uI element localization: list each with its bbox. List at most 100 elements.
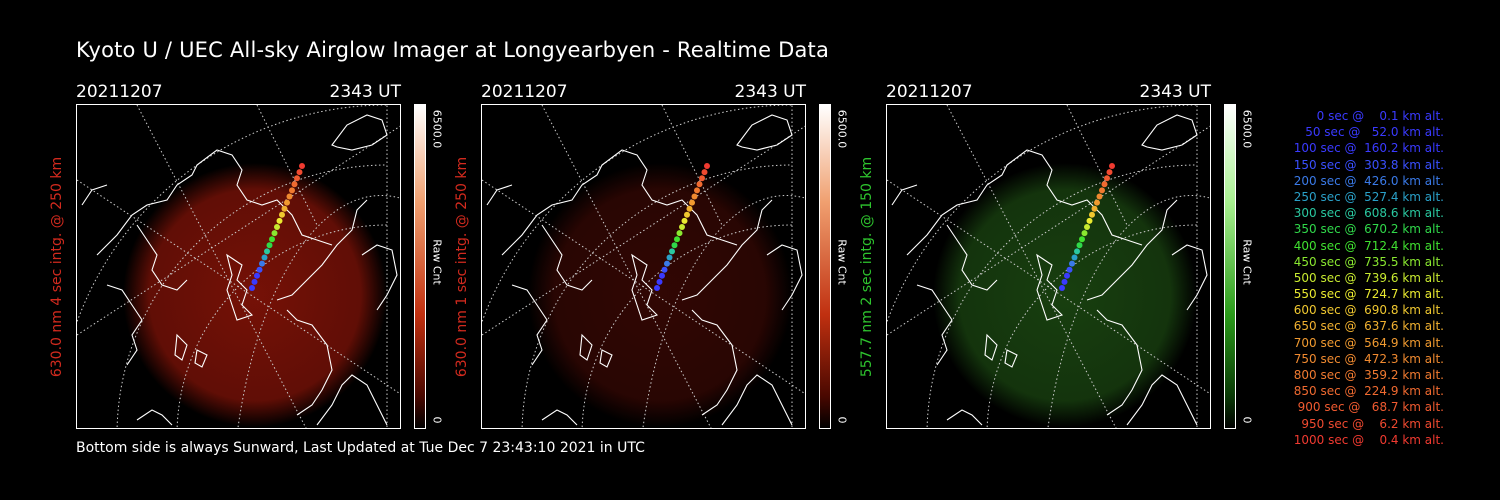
coastline bbox=[721, 374, 793, 426]
coastline bbox=[361, 244, 398, 311]
coastline bbox=[1086, 199, 1178, 301]
trajectory-point bbox=[266, 242, 273, 249]
legend-entry: 550 sec @ 724.7 km alt. bbox=[1289, 287, 1444, 302]
legend-entry: 1000 sec @ 0.4 km alt. bbox=[1293, 432, 1444, 447]
graticule-line bbox=[1047, 195, 1210, 428]
legend-entry: 50 sec @ 52.0 km alt. bbox=[1297, 125, 1444, 140]
graticule-line bbox=[541, 105, 712, 428]
graticule-line bbox=[887, 125, 1210, 336]
coastline bbox=[541, 409, 578, 426]
panel-date: 20211207 bbox=[481, 82, 568, 102]
page-title: Kyoto U / UEC All-sky Airglow Imager at … bbox=[76, 38, 830, 62]
trajectory-point bbox=[666, 254, 673, 261]
panel-date: 20211207 bbox=[76, 82, 163, 102]
colorbar-unit-label: Raw Cnt bbox=[1240, 239, 1254, 285]
trajectory-point bbox=[254, 272, 260, 279]
trajectory-point bbox=[269, 236, 275, 243]
airglow-image bbox=[933, 163, 1197, 427]
trajectory-point bbox=[661, 266, 668, 273]
coastline bbox=[631, 253, 659, 321]
colorbar-max-label: 6500.0 bbox=[1240, 109, 1254, 149]
trajectory-point bbox=[1096, 193, 1103, 200]
allsky-map bbox=[481, 104, 806, 429]
trajectory-point bbox=[689, 199, 695, 206]
trajectory-point bbox=[1079, 236, 1085, 243]
legend-entry: 250 sec @ 527.4 km alt. bbox=[1289, 189, 1444, 204]
trajectory-point bbox=[669, 248, 675, 255]
legend-entry: 750 sec @ 472.3 km alt. bbox=[1289, 351, 1444, 366]
coastline bbox=[136, 224, 188, 291]
trajectory-point bbox=[284, 199, 290, 206]
trajectory-point bbox=[1089, 211, 1095, 218]
colorbar-unit-label: Raw Cnt bbox=[430, 239, 444, 285]
trajectory-point bbox=[1099, 187, 1105, 194]
graticule-line bbox=[77, 125, 400, 336]
panel-date: 20211207 bbox=[886, 82, 973, 102]
coastline bbox=[984, 333, 998, 361]
legend-entry: 350 sec @ 670.2 km alt. bbox=[1289, 222, 1444, 237]
trajectory-point bbox=[249, 285, 255, 291]
legend-entry: 900 sec @ 68.7 km alt. bbox=[1293, 400, 1444, 415]
coastline bbox=[331, 114, 388, 151]
coastline bbox=[501, 149, 738, 256]
trajectory-point bbox=[299, 163, 305, 169]
colorbar bbox=[819, 104, 831, 429]
trajectory-point bbox=[1071, 254, 1078, 261]
allsky-map bbox=[76, 104, 401, 429]
trajectory-point bbox=[1081, 230, 1088, 237]
graticule-line bbox=[482, 125, 805, 336]
coastline bbox=[541, 224, 593, 291]
graticule-line bbox=[237, 195, 400, 428]
trajectory-point bbox=[694, 187, 700, 194]
trajectory-point bbox=[279, 211, 285, 218]
trajectory-point bbox=[701, 169, 708, 176]
trajectory-point bbox=[256, 266, 263, 273]
legend-entry: 650 sec @ 637.6 km alt. bbox=[1289, 319, 1444, 334]
coastline bbox=[1036, 253, 1064, 321]
allsky-map bbox=[886, 104, 1211, 429]
trajectory-point bbox=[654, 285, 660, 291]
coastline bbox=[511, 284, 548, 366]
coastline bbox=[226, 253, 254, 321]
trajectory-point bbox=[671, 242, 678, 249]
trajectory-point bbox=[1094, 199, 1100, 206]
coastline bbox=[691, 309, 738, 416]
legend-entry: 500 sec @ 739.6 km alt. bbox=[1289, 270, 1444, 285]
trajectory-point bbox=[681, 217, 688, 224]
trajectory-point bbox=[291, 181, 298, 188]
coastline bbox=[136, 409, 173, 426]
trajectory-point bbox=[656, 278, 663, 285]
coastline bbox=[316, 374, 388, 426]
trajectory-point bbox=[704, 163, 710, 169]
trajectory-point bbox=[281, 205, 288, 212]
colorbar-max-label: 6500.0 bbox=[835, 109, 849, 149]
coastline bbox=[276, 199, 368, 301]
trajectory-point bbox=[1091, 205, 1098, 212]
coastline bbox=[486, 184, 513, 206]
coastline bbox=[1141, 114, 1198, 151]
trajectory-point bbox=[659, 272, 665, 279]
coastline bbox=[681, 199, 773, 301]
coastline bbox=[766, 244, 803, 311]
colorbar-max-label: 6500.0 bbox=[430, 109, 444, 149]
trajectory-point bbox=[1059, 285, 1065, 291]
coastline bbox=[194, 349, 208, 368]
trajectory-point bbox=[294, 175, 300, 182]
trajectory-point bbox=[1074, 248, 1080, 255]
trajectory-point bbox=[699, 175, 705, 182]
panel-time: 2343 UT bbox=[734, 82, 807, 102]
trajectory-point bbox=[251, 278, 258, 285]
trajectory-point bbox=[264, 248, 270, 255]
coastline bbox=[946, 409, 983, 426]
trajectory-point bbox=[276, 217, 283, 224]
legend-entry: 400 sec @ 712.4 km alt. bbox=[1289, 238, 1444, 253]
trajectory-point bbox=[674, 236, 680, 243]
trajectory-point bbox=[1084, 224, 1090, 230]
panel-ylabel: 630.0 nm 4 sec intg. @ 250 km bbox=[49, 156, 65, 377]
coastline bbox=[174, 333, 188, 361]
trajectory-point bbox=[289, 187, 295, 194]
legend-entry: 0 sec @ 0.1 km alt. bbox=[1305, 109, 1444, 123]
legend-entry: 950 sec @ 6.2 km alt. bbox=[1297, 416, 1444, 431]
trajectory-point bbox=[1106, 169, 1113, 176]
legend-entry: 450 sec @ 735.5 km alt. bbox=[1289, 254, 1444, 269]
